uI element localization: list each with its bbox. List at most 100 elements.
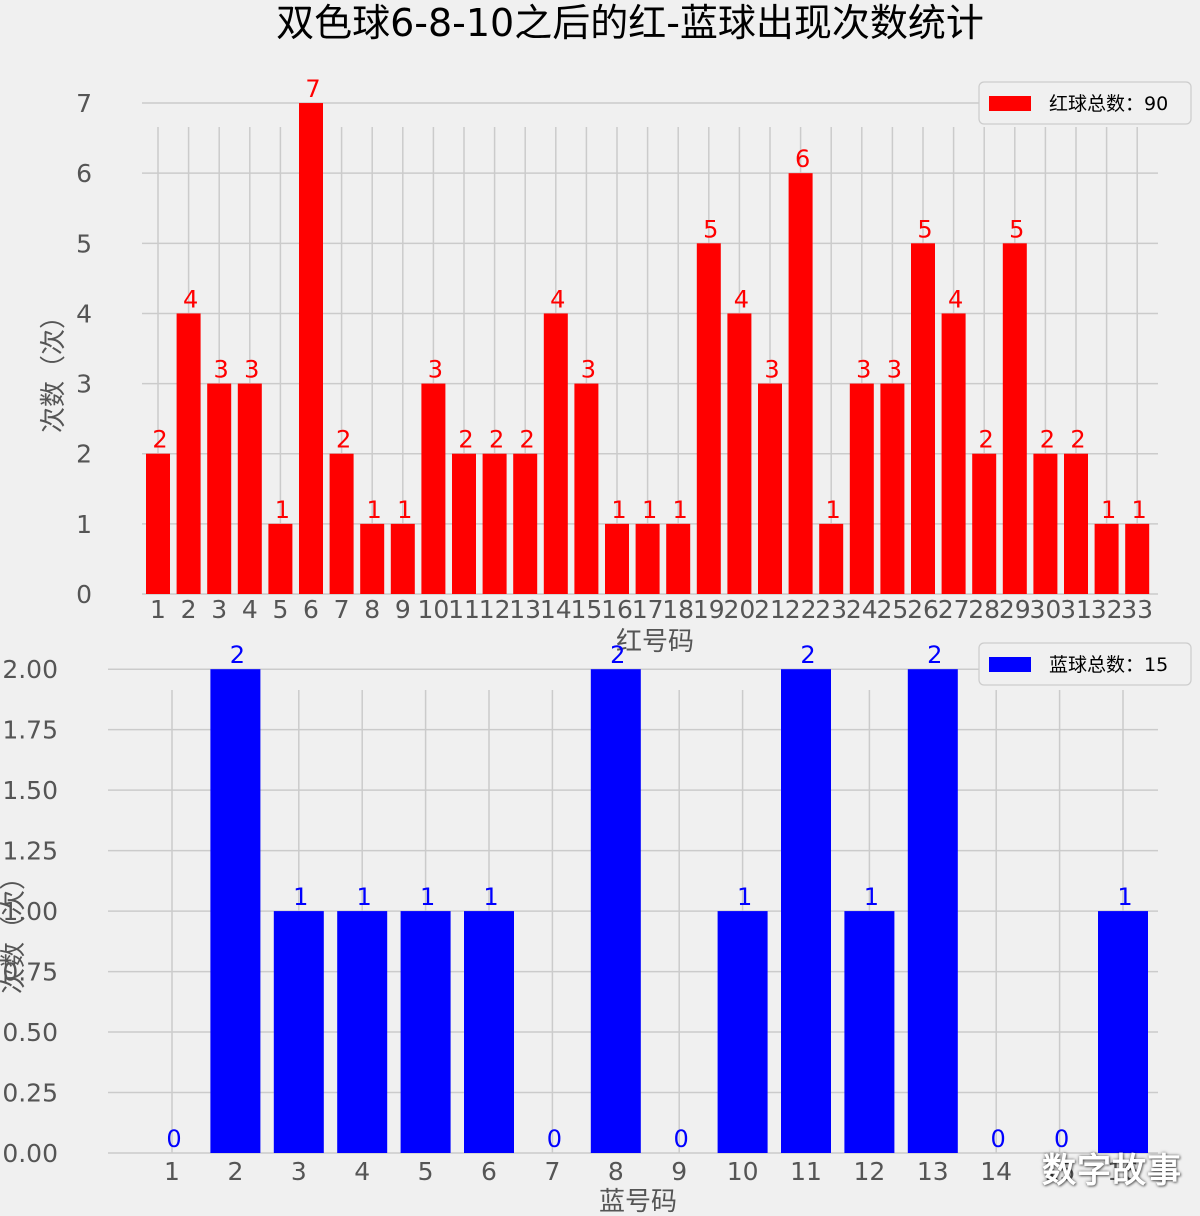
red-x-tick-label: 9: [395, 595, 411, 624]
red-bar-value-label: 2: [979, 426, 994, 454]
red-bar: [727, 313, 752, 594]
red-bar-value-label: 4: [550, 285, 565, 313]
blue-x-tick-label: 1: [164, 1157, 180, 1186]
blue-bar: [781, 669, 831, 1153]
red-bar-value-label: 2: [489, 426, 504, 454]
blue-x-tick-label: 8: [608, 1157, 624, 1186]
red-x-tick-label: 2: [181, 595, 197, 624]
blue-bar: [907, 669, 958, 1153]
red-bar-value-label: 2: [520, 426, 535, 454]
blue-x-tick-label: 5: [418, 1157, 434, 1186]
blue-legend-box: [978, 642, 1192, 686]
blue-x-tick-label: 2: [227, 1157, 243, 1186]
red-bar-value-label: 3: [244, 356, 259, 384]
blue-x-tick-label: 7: [544, 1157, 560, 1186]
blue-x-tick-label: 3: [291, 1157, 307, 1186]
red-bar: [543, 313, 568, 594]
red-x-tick-label: 18: [662, 595, 694, 624]
red-bar: [1002, 243, 1027, 594]
red-bar: [605, 523, 629, 594]
blue-bar: [717, 911, 768, 1153]
blue-bar-value-label: 2: [610, 641, 625, 669]
red-x-tick-label: 32: [1091, 595, 1123, 624]
blue-x-tick-label: 14: [980, 1157, 1012, 1186]
blue-bar-value-label: 1: [293, 883, 308, 911]
red-x-tick-label: 1: [150, 595, 166, 624]
red-bar-value-label: 3: [428, 356, 443, 384]
blue-bar-value-label: 0: [1054, 1125, 1069, 1153]
blue-y-tick-label: 1.25: [2, 837, 58, 866]
red-bar-value-label: 2: [336, 426, 351, 454]
red-bar-value-label: 3: [856, 356, 871, 384]
blue-x-tick-label: 16: [1107, 1157, 1139, 1186]
red-x-tick-label: 28: [968, 595, 1000, 624]
blue-bar-value-label: 1: [357, 883, 372, 911]
red-y-tick-label: 0: [76, 580, 92, 609]
red-bar-value-label: 1: [642, 496, 657, 524]
red-bar: [911, 243, 935, 594]
red-bar: [758, 383, 782, 594]
blue-x-tick-label: 4: [354, 1157, 370, 1186]
red-bar: [941, 313, 966, 594]
blue-legend-swatch: [989, 657, 1031, 672]
red-bar: [696, 243, 721, 594]
red-bar-value-label: 4: [948, 285, 963, 313]
red-bar-value-label: 3: [214, 356, 229, 384]
red-bar-value-label: 3: [764, 356, 779, 384]
red-bar: [237, 383, 262, 594]
blue-bar: [590, 669, 641, 1153]
red-bar: [482, 453, 507, 594]
blue-x-tick-label: 9: [671, 1157, 687, 1186]
red-bar: [1125, 523, 1150, 594]
red-y-tick-label: 5: [76, 229, 92, 258]
red-bar-value-label: 1: [367, 496, 382, 524]
red-x-tick-label: 21: [754, 595, 786, 624]
red-x-tick-label: 3: [211, 595, 227, 624]
red-bar-value-label: 2: [1070, 426, 1085, 454]
red-bar-value-label: 4: [734, 285, 749, 313]
blue-y-tick-label: 1.50: [2, 776, 58, 805]
red-x-tick-label: 29: [999, 595, 1031, 624]
red-x-tick-label: 27: [938, 595, 970, 624]
red-x-tick-label: 5: [272, 595, 288, 624]
red-y-tick-label: 1: [76, 510, 92, 539]
blue-x-tick-label: 13: [917, 1157, 949, 1186]
blue-bar-value-label: 2: [800, 641, 815, 669]
red-x-tick-label: 11: [448, 595, 480, 624]
red-bar: [452, 453, 476, 594]
red-bar: [299, 103, 323, 594]
red-bar: [635, 523, 660, 594]
red-x-axis-label: 红号码: [616, 627, 694, 657]
red-bar-value-label: 2: [152, 426, 167, 454]
red-bar: [880, 383, 905, 594]
blue-bar-value-label: 0: [674, 1125, 689, 1153]
blue-y-tick-label: 0.50: [2, 1018, 58, 1047]
red-x-tick-label: 22: [785, 595, 817, 624]
red-x-tick-label: 19: [693, 595, 725, 624]
blue-y-tick-label: 1.75: [2, 716, 58, 745]
blue-bar-value-label: 0: [991, 1125, 1006, 1153]
red-y-tick-label: 3: [76, 370, 92, 399]
blue-bar: [844, 911, 895, 1153]
red-bar-value-label: 6: [795, 145, 810, 173]
blue-bar-value-label: 2: [927, 641, 942, 669]
blue-y-tick-label: 0.25: [2, 1079, 58, 1108]
red-x-tick-label: 8: [364, 595, 380, 624]
blue-x-tick-label: 12: [853, 1157, 885, 1186]
red-legend: 红球总数：90: [978, 81, 1192, 125]
red-x-tick-label: 25: [876, 595, 908, 624]
red-x-tick-label: 24: [846, 595, 878, 624]
red-x-tick-label: 7: [334, 595, 350, 624]
blue-legend-label: 蓝球总数：15: [1049, 654, 1168, 676]
red-bar: [176, 313, 201, 594]
red-bar: [513, 453, 538, 594]
blue-bar: [400, 911, 451, 1153]
red-bar: [788, 173, 813, 594]
blue-bar-value-label: 0: [166, 1125, 181, 1153]
watermark-text: 数字故事: [1042, 1151, 1182, 1191]
blue-x-axis-label: 蓝号码: [599, 1187, 677, 1216]
red-bar: [849, 383, 874, 594]
red-bar-value-label: 5: [1009, 215, 1024, 243]
blue-bar-value-label: 2: [230, 641, 245, 669]
